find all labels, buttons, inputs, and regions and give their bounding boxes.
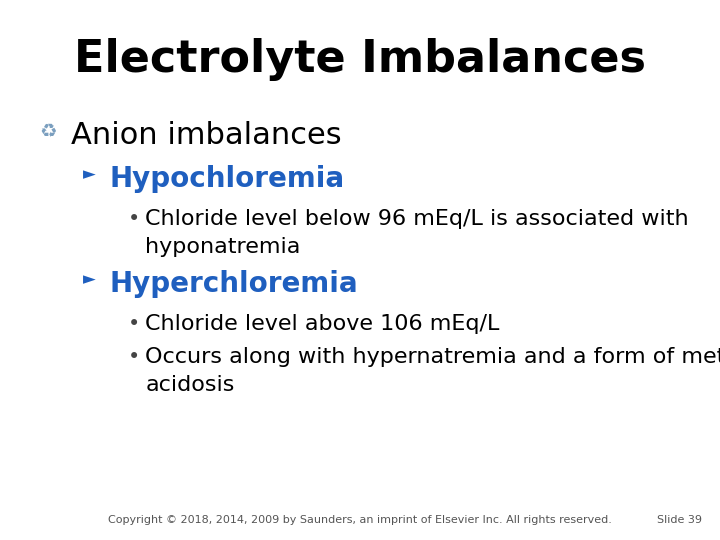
Text: Slide 39: Slide 39 (657, 515, 702, 525)
Text: Hypochloremia: Hypochloremia (109, 165, 345, 193)
Text: ►: ► (83, 165, 96, 183)
Text: Chloride level above 106 mEq/L: Chloride level above 106 mEq/L (145, 314, 500, 334)
Text: ♻: ♻ (40, 122, 57, 140)
Text: •: • (128, 314, 140, 334)
Text: •: • (128, 347, 140, 367)
Text: Occurs along with hypernatremia and a form of metabolic
acidosis: Occurs along with hypernatremia and a fo… (145, 347, 720, 395)
Text: Chloride level below 96 mEq/L is associated with
hyponatremia: Chloride level below 96 mEq/L is associa… (145, 209, 689, 257)
Text: •: • (128, 209, 140, 229)
Text: Electrolyte Imbalances: Electrolyte Imbalances (74, 38, 646, 81)
Text: Anion imbalances: Anion imbalances (71, 122, 341, 151)
Text: ►: ► (83, 270, 96, 288)
Text: Hyperchloremia: Hyperchloremia (109, 270, 358, 298)
Text: Copyright © 2018, 2014, 2009 by Saunders, an imprint of Elsevier Inc. All rights: Copyright © 2018, 2014, 2009 by Saunders… (108, 515, 612, 525)
